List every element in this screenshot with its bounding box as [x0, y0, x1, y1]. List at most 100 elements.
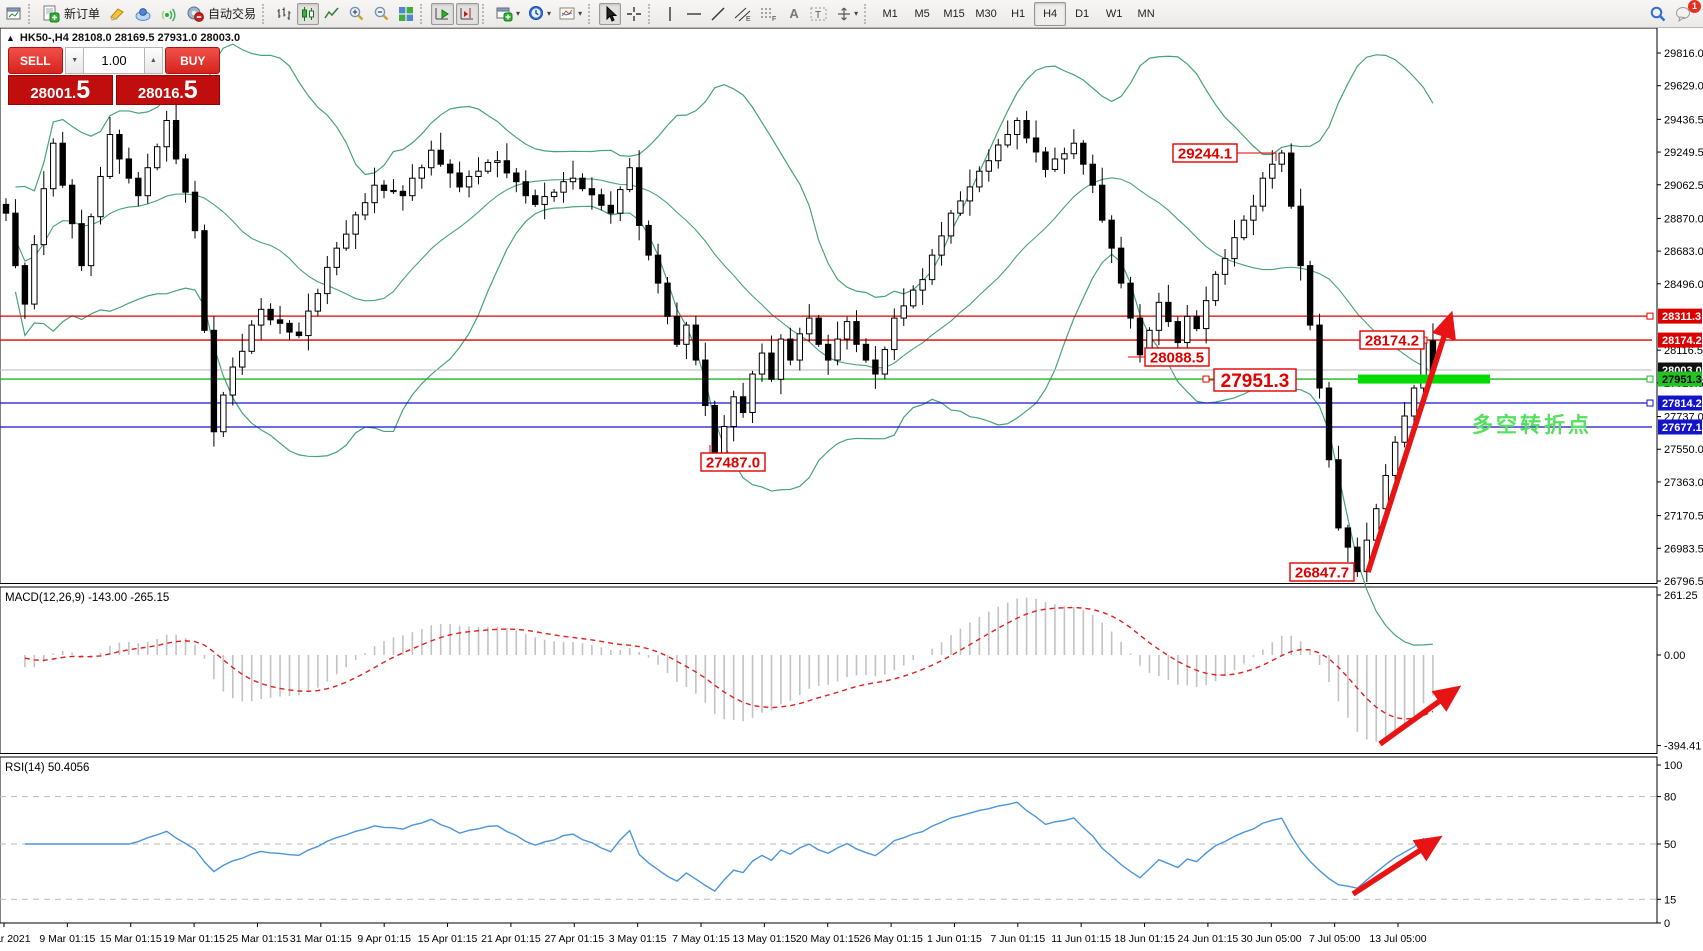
notification-icon[interactable]: 1	[1672, 0, 1701, 25]
price-axis-tick: 27550.0	[1664, 444, 1703, 456]
chevron-down-icon: ▾	[854, 9, 859, 18]
candle	[87, 216, 95, 267]
channel-tool-icon[interactable]: E	[731, 3, 755, 25]
candle	[985, 160, 992, 172]
timeframe-h1[interactable]: H1	[1011, 7, 1026, 20]
rsi-axis-tick: 80	[1664, 792, 1676, 804]
candle	[645, 224, 652, 256]
fibonacci-tool-icon[interactable]: F	[757, 3, 781, 25]
signals-icon[interactable]	[157, 3, 181, 25]
price-axis-badge: 28311.3	[1658, 308, 1702, 324]
sell-price[interactable]: 28001. 5	[8, 75, 113, 105]
autotrading-button[interactable]: 自动交易	[183, 3, 259, 25]
text-tool-button[interactable]: A	[783, 3, 805, 25]
chart-window-icon[interactable]	[3, 3, 25, 25]
candle	[862, 343, 870, 361]
timeframe-m15[interactable]: M15	[943, 7, 965, 20]
cursor-tool-button[interactable]	[599, 2, 622, 25]
vline-tool-icon[interactable]	[659, 3, 681, 25]
chart-wizard-icon[interactable]	[105, 3, 129, 25]
volume-input[interactable]	[84, 47, 145, 74]
timeframe-group: M1 M5 M15 M30 H1 H4 D1 W1 MN	[874, 1, 1162, 26]
volume-decrease-button[interactable]: ▼	[65, 47, 85, 74]
tile-windows-icon[interactable]	[395, 3, 417, 25]
hline-handle[interactable]	[1646, 399, 1654, 407]
candle	[834, 338, 841, 361]
periods-button[interactable]: ▾	[525, 3, 554, 25]
candle	[503, 160, 511, 174]
sell-button[interactable]: SELL	[8, 47, 63, 74]
candle	[1354, 546, 1361, 573]
auto-scroll-button[interactable]	[431, 2, 455, 25]
green-highlight-band	[1358, 374, 1490, 384]
timeframe-m5[interactable]: M5	[914, 7, 930, 20]
rsi-axis-tick: 50	[1664, 839, 1676, 851]
timeframe-m30[interactable]: M30	[975, 7, 997, 20]
candle	[1108, 219, 1115, 249]
price-axis-tick: 27363.0	[1664, 477, 1703, 489]
collapse-triangle-icon[interactable]: ▲	[6, 33, 15, 43]
bar-chart-icon[interactable]	[273, 3, 295, 25]
fibo-letter: F	[772, 16, 776, 22]
candle	[182, 158, 189, 193]
chart-shift-button[interactable]	[456, 2, 480, 25]
buy-price[interactable]: 28016. 5	[115, 75, 220, 105]
svg-text:28088.5: 28088.5	[1150, 349, 1204, 366]
chart-canvas: 29244.1 28088.5 27951.3 27487.0 26847.7 28174…	[0, 28, 1703, 945]
candle	[768, 352, 775, 380]
candle	[1136, 317, 1144, 356]
community-icon[interactable]	[131, 3, 155, 25]
line-chart-icon[interactable]	[321, 3, 343, 25]
text-tool-letter: A	[789, 6, 799, 21]
search-icon[interactable]	[1646, 3, 1670, 25]
chevron-down-icon: ▾	[578, 9, 583, 18]
templates-button[interactable]: ▾	[556, 3, 585, 25]
candle	[683, 324, 690, 345]
candle	[1165, 301, 1172, 323]
zoom-in-icon[interactable]	[345, 3, 368, 25]
candle	[910, 289, 917, 307]
chart-container[interactable]: 29244.1 28088.5 27951.3 27487.0 26847.7 28174…	[0, 28, 1703, 951]
timeframe-d1[interactable]: D1	[1075, 7, 1090, 20]
candle	[1099, 184, 1106, 221]
hline-handle[interactable]	[1646, 312, 1654, 320]
hline-handle[interactable]	[1646, 375, 1654, 383]
timeframe-mn[interactable]: MN	[1137, 7, 1155, 20]
price-annotation: 28174.2	[1359, 330, 1425, 350]
hline-tool-icon[interactable]	[683, 3, 705, 25]
timeframe-h4[interactable]: H4	[1034, 1, 1067, 26]
price-annotation: 27951.3	[1213, 368, 1297, 392]
trendline-tool-icon[interactable]	[707, 3, 729, 25]
candle-chart-button[interactable]	[297, 2, 320, 25]
buy-button[interactable]: BUY	[165, 47, 221, 74]
timeframe-w1[interactable]: W1	[1105, 7, 1123, 20]
candle	[560, 181, 567, 193]
volume-increase-button[interactable]: ▲	[144, 47, 163, 74]
candle	[1193, 315, 1200, 330]
new-order-button[interactable]: 新订单	[39, 3, 103, 25]
timeframe-m1[interactable]: M1	[882, 7, 898, 20]
new-chart-button[interactable]: ▾	[493, 3, 523, 25]
candle	[276, 319, 284, 324]
one-click-trade-panel: SELL ▼ ▲ BUY 28001. 5 28016. 5	[8, 47, 221, 105]
autotrading-label: 自动交易	[208, 7, 257, 21]
trend-arrow-macd	[1378, 685, 1462, 747]
price-annotation: 28088.5	[1144, 347, 1210, 367]
candle	[78, 223, 85, 267]
candle	[815, 317, 822, 345]
label-tool-button[interactable]: T	[807, 3, 831, 25]
candle	[1250, 205, 1257, 221]
candle	[286, 322, 293, 333]
zoom-out-icon[interactable]	[370, 3, 393, 25]
price-axis-badge: 28174.2	[1658, 332, 1702, 348]
rsi-axis-tick: 15	[1664, 894, 1676, 906]
candle	[59, 142, 66, 186]
hline-handle[interactable]	[1202, 375, 1210, 383]
time-axis-label: 3 Mar 2021	[0, 933, 31, 945]
crosshair-tool-icon[interactable]	[623, 3, 645, 25]
candle	[1080, 142, 1087, 165]
candle	[40, 188, 47, 246]
candle	[692, 324, 700, 361]
shapes-tool-button[interactable]: ▾	[833, 3, 861, 25]
